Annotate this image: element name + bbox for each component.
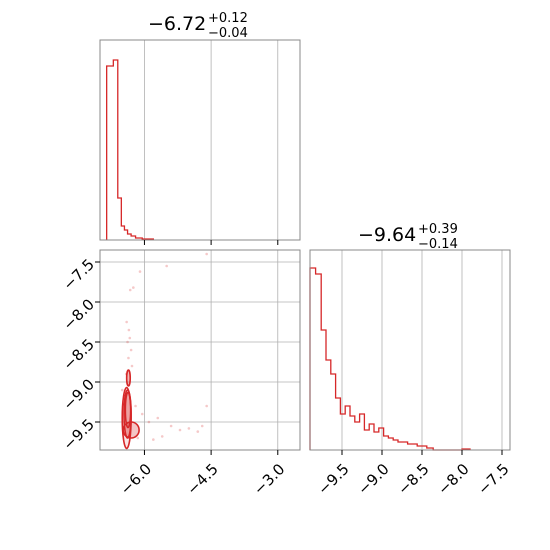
scatter-point	[160, 435, 164, 438]
scatter-point	[205, 252, 208, 256]
hist1-title-minus: −0.04	[208, 26, 248, 41]
scatter-point	[120, 388, 124, 392]
y-tick-label: −9.5	[60, 415, 98, 453]
hist1-title-median: −6.72	[148, 13, 206, 35]
scatter-point	[127, 328, 131, 332]
scatter-point	[128, 336, 132, 340]
hist1-step-line	[106, 59, 154, 240]
x-tick-label: −9.0	[354, 460, 392, 498]
scatter-point	[138, 270, 142, 273]
x-tick-label: −9.5	[314, 460, 352, 498]
hist2-title-minus: −0.14	[418, 237, 458, 252]
scatter-point	[200, 424, 204, 428]
scatter-point	[196, 430, 200, 433]
histogram-panel-1: −6.72 +0.12 −0.04	[99, 11, 301, 245]
scatter-point	[128, 288, 132, 292]
scatter-point	[127, 356, 130, 360]
scatter-point	[126, 340, 129, 344]
y-tick-label: −8.5	[60, 335, 98, 373]
scatter-point	[132, 286, 135, 289]
scatter-point	[205, 404, 208, 408]
scatter-point	[169, 424, 173, 428]
histogram-panel-2: −9.64 +0.39 −0.14 −9.5 −9.0 −8.5 −8.0 −7.5	[309, 222, 513, 499]
x-tick-label: −8.5	[394, 460, 432, 498]
scatter-point	[147, 420, 151, 424]
scatter-point	[136, 436, 140, 440]
scatter-point	[130, 364, 134, 368]
y-tick-label: −7.5	[60, 255, 98, 293]
x-tick-label: −3.0	[250, 460, 288, 498]
hist2-title-plus: +0.39	[418, 222, 458, 237]
scatter-point	[178, 428, 182, 432]
scatter-point	[152, 438, 155, 441]
y-tick-label: −8.0	[60, 295, 98, 333]
x-tick-label: −7.5	[474, 460, 512, 498]
hist1-title-plus: +0.12	[208, 11, 248, 26]
scatter-point	[125, 320, 128, 324]
x-tick-label: −6.0	[117, 460, 155, 498]
y-tick-label: −9.0	[60, 375, 98, 413]
scatter-point	[140, 412, 144, 416]
scatter-point	[134, 404, 137, 408]
contour-level	[125, 369, 132, 387]
contour-level	[122, 421, 140, 439]
hist1-frame	[99, 39, 301, 241]
scatter-point	[187, 427, 191, 430]
scatter-panel: −6.0 −4.5 −3.0 −7.5−8.0−8.5−9.0−9.5	[60, 249, 301, 499]
contour-level	[124, 391, 132, 429]
scatter-point	[165, 264, 168, 268]
x-tick-label: −4.5	[183, 460, 221, 498]
hist2-title-median: −9.64	[358, 224, 416, 246]
x-tick-label: −8.0	[434, 460, 472, 498]
hist2-step-line	[309, 267, 471, 451]
scatter-frame	[99, 249, 301, 451]
scatter-point	[156, 416, 160, 420]
scatter-point	[129, 348, 133, 352]
hist2-frame	[309, 249, 511, 451]
